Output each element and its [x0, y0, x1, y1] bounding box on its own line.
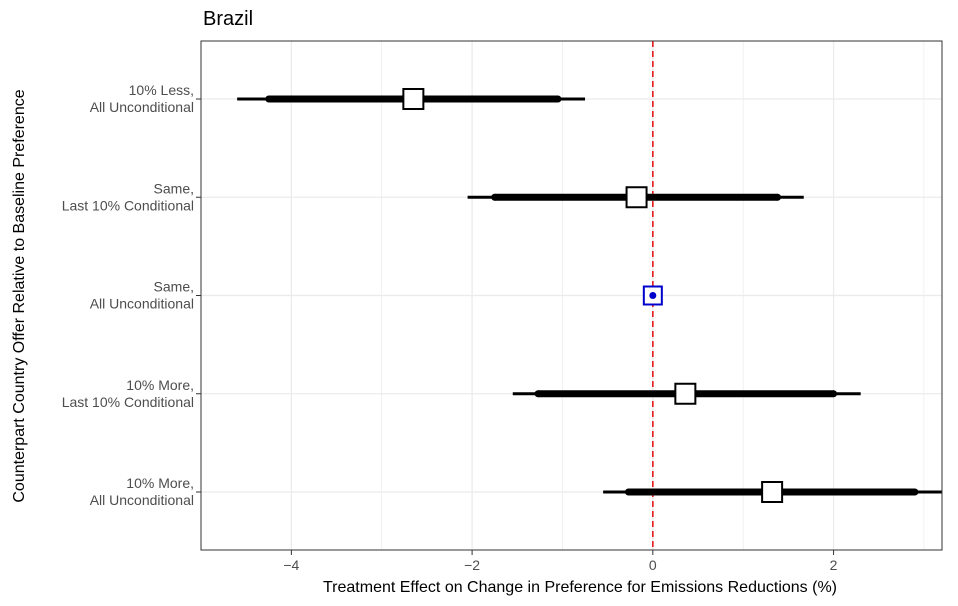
x-axis-title: Treatment Effect on Change in Preference… [323, 579, 837, 596]
x-tick-label: 0 [649, 557, 657, 573]
row-5 [603, 481, 942, 503]
row-4 [512, 382, 861, 405]
ci90-end-point [554, 95, 562, 103]
estimate-marker [674, 382, 697, 405]
y-category-label-line: Last 10% Conditional [62, 394, 194, 410]
row-2 [467, 186, 804, 209]
y-category-label: 10% More, Last 10% Conditional [62, 377, 194, 410]
y-category-label-line: All Unconditional [90, 296, 194, 312]
y-category-label-line: Same, [154, 180, 194, 196]
baseline-point [649, 292, 657, 299]
estimate-marker [402, 88, 425, 110]
x-tick-label: −2 [464, 557, 480, 573]
x-tick-label: −4 [283, 557, 299, 573]
y-category-label: Same, Last 10% Conditional [62, 180, 194, 213]
y-category-label-line: Same, [154, 279, 194, 295]
y-category-label-line: All Unconditional [90, 492, 194, 508]
y-category-label: Same, All Unconditional [90, 279, 194, 312]
y-category-label: 10% More, All Unconditional [90, 475, 194, 508]
y-category-label-line: 10% Less, [129, 82, 194, 98]
x-tick-label: 2 [830, 557, 838, 573]
ci90-end-point [774, 193, 782, 201]
y-category-label-line: 10% More, [126, 377, 194, 393]
ci90-end-point [830, 390, 838, 398]
ci90-end-point [624, 488, 632, 496]
y-category-label: 10% Less, All Unconditional [90, 82, 194, 115]
estimate-marker [625, 186, 648, 209]
estimate-rows [237, 88, 942, 503]
row-1 [237, 88, 586, 110]
y-category-label-line: 10% More, [126, 475, 194, 491]
y-axis-title: Counterpart Country Offer Relative to Ba… [11, 89, 28, 502]
ci90-end-point [534, 390, 542, 398]
grid-lines [200, 41, 942, 550]
ci90-end-point [911, 488, 919, 496]
chart-title: Brazil [203, 8, 253, 30]
x-axis: −4 −2 0 2 [283, 550, 838, 573]
ci90-end-point [491, 193, 499, 201]
y-category-label-line: All Unconditional [90, 99, 194, 115]
ci90-end-point [265, 95, 273, 103]
estimate-marker [761, 481, 784, 503]
row-3 [642, 285, 663, 306]
y-category-label-line: Last 10% Conditional [62, 197, 194, 213]
